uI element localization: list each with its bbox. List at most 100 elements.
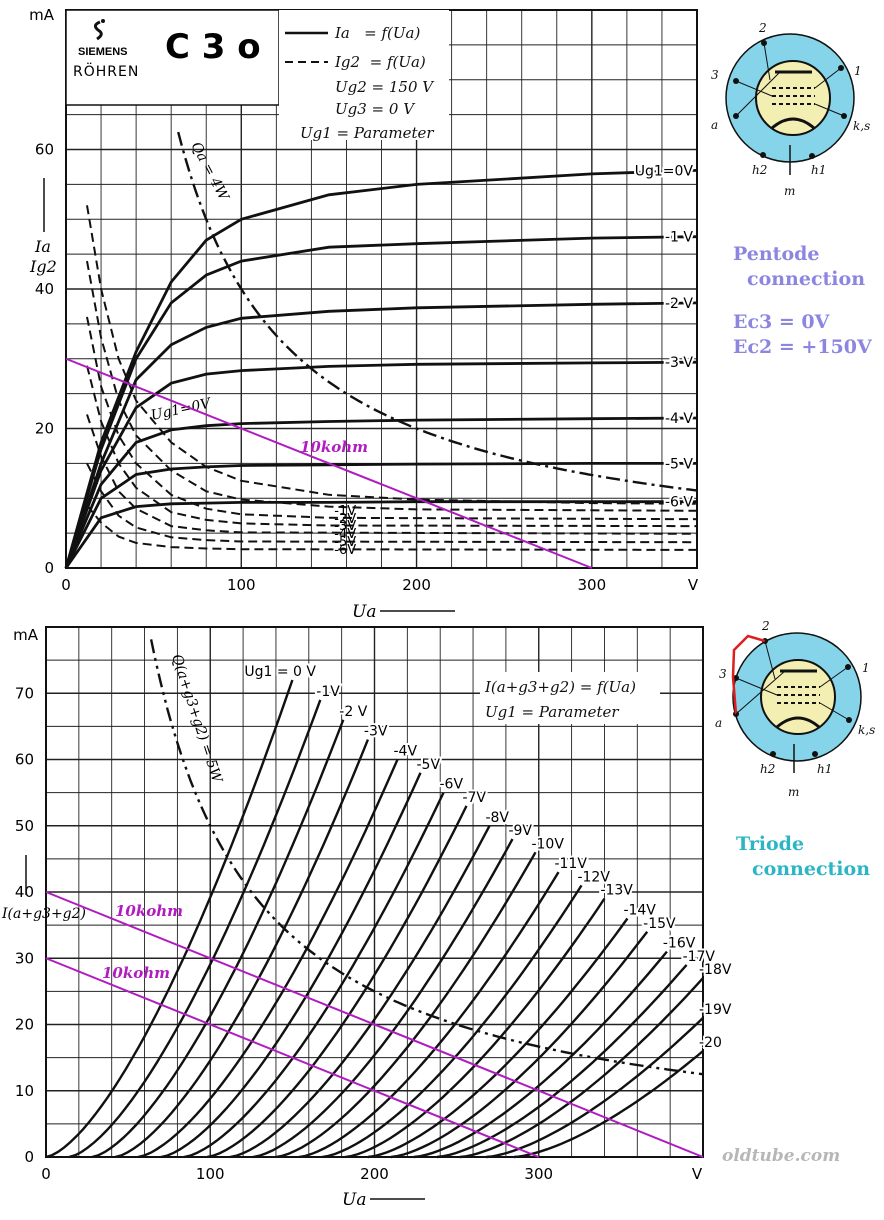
load-line-label: 10kohm [102, 964, 170, 982]
screen-curve-label: -6V [334, 543, 356, 558]
screen-current-curve [86, 260, 698, 512]
triode-curve-label: -14V [623, 903, 656, 919]
triode-curve-label: -10V [531, 836, 564, 852]
y-tick-label: 60 [35, 141, 54, 159]
triode-curve-label: -1V [316, 684, 340, 700]
triode-curve [321, 884, 583, 1159]
x-tick-label: 100 [227, 576, 256, 594]
triode-curve [183, 792, 445, 1159]
anode-curve-label: Ug1=0V [635, 163, 694, 179]
triode-curve [275, 851, 537, 1159]
triode-pin-2-label: 2 [761, 619, 770, 633]
pin-ks-label: k,s [853, 119, 870, 133]
triode-curve [45, 679, 294, 1159]
triode-curve-label: -15V [643, 916, 676, 932]
triode-curve-label: -2 V [339, 704, 367, 720]
triode-curve-label: -11V [554, 856, 587, 872]
load-line-label: 10kohm [115, 902, 183, 920]
dissipation-curve [177, 131, 698, 492]
triode-legend-line-2: Ug1 = Parameter [485, 703, 619, 721]
triode-curve-label: Ug1 = 0 V [244, 664, 316, 680]
x-tick-label: 300 [524, 1165, 553, 1183]
x-tick-label: 200 [360, 1165, 389, 1183]
load-line [45, 891, 704, 1158]
anode-curve-label: -5 V [665, 456, 693, 472]
anode-current-curve [64, 169, 698, 569]
anode-current-curve [64, 462, 697, 569]
triode-curve-label: -7V [462, 790, 486, 806]
triode-curve-label: -6V [439, 777, 463, 793]
x-tick-label: 100 [196, 1165, 225, 1183]
y-tick-label: 70 [15, 684, 34, 702]
anode-current-curve [64, 416, 698, 569]
load-line-label: 10kohm [300, 438, 368, 456]
triode-title-2: connection [752, 858, 871, 880]
pin-h1-label: h1 [811, 163, 826, 177]
anode-current-curve [64, 500, 697, 569]
screen-curve-label: -3V [334, 519, 356, 534]
triode-pin-h2-label: h2 [760, 762, 775, 776]
load-line [45, 957, 540, 1158]
anode-current-curve [64, 360, 698, 569]
y-tick-label: 50 [15, 817, 34, 835]
legend-line-4: Ug3 = 0 V [335, 100, 416, 118]
legend-line-2: Ig2 = f(Ua) [334, 53, 426, 71]
y-tick-label: 20 [15, 1016, 34, 1034]
triode-curve-label: -12V [577, 869, 610, 885]
triode-legend-line-1: I(a+g3+g2) = f(Ua) [484, 678, 636, 696]
screen-current-curve [86, 316, 698, 521]
screen-curve-label: -2V [334, 512, 356, 527]
triode-curve [160, 772, 422, 1159]
pin-3-label: 3 [711, 68, 719, 82]
y-tick-label: 40 [15, 883, 34, 901]
legend-line-1: Ia = f(Ua) [334, 24, 420, 42]
screen-current-curve [86, 414, 698, 535]
load-line [65, 357, 593, 569]
triode-pin-3-label: 3 [719, 667, 727, 681]
screen-curve-label: -4V [334, 527, 356, 542]
screen-curve-label: -5V [334, 535, 356, 550]
anode-curve-label: -2 V [665, 296, 693, 312]
siemens-logo-icon [93, 19, 105, 41]
triode-curve [486, 1017, 704, 1159]
triode-curve [206, 805, 468, 1159]
pentode-condition-2: Ec2 = +150V [733, 336, 872, 358]
y-axis-label: Ig2 [29, 257, 57, 276]
tube-type-title: C 3 o [165, 27, 261, 67]
pentode-note: Pentode connection Ec3 = 0V Ec2 = +150V [733, 242, 872, 360]
pentode-condition-1: Ec3 = 0V [733, 311, 830, 333]
screen-curve-label: -1V [334, 504, 356, 519]
triode-curve-label: -20 [699, 1035, 722, 1051]
screen-curve-label: Ug1=0V [150, 395, 214, 424]
pin-h2-label: h2 [752, 163, 767, 177]
triode-pin-a-label: a [715, 716, 722, 730]
triode-curve-label: -4V [393, 744, 417, 760]
x-unit-label: V [692, 1165, 703, 1183]
triode-curve-label: -16V [663, 936, 696, 952]
y-tick-label: 60 [15, 751, 34, 769]
triode-curve [91, 719, 345, 1159]
brand-line-1: SIEMENS [78, 46, 128, 58]
triode-curve-label: -17V [683, 949, 716, 965]
triode-curve [114, 739, 370, 1159]
triode-curve [436, 964, 688, 1159]
anode-current-curve [64, 235, 698, 569]
triode-curve-label: -8V [485, 810, 509, 826]
y-tick-label: 30 [15, 949, 34, 967]
triode-curve [298, 871, 560, 1159]
triode-curve [413, 950, 668, 1159]
triode-curve [137, 759, 399, 1159]
pentode-legend: Ia = f(Ua) Ig2 = f(Ua) Ug2 = 150 V Ug3 =… [279, 10, 449, 142]
legend-line-5: Ug1 = Parameter [300, 124, 434, 142]
x-axis-label: Ua [352, 602, 376, 622]
anode-curve-label: -6 V [665, 495, 693, 511]
triode-pin-ks-label: k,s [858, 723, 875, 737]
triode-curve-label: -5V [416, 757, 440, 773]
dissipation-curve [149, 639, 704, 1076]
x-axis-label: Ua [342, 1190, 366, 1210]
triode-curve-label: -18V [699, 962, 732, 978]
anode-curve-label: -3 V [665, 355, 693, 371]
triode-curve [229, 825, 491, 1159]
triode-pinout-diagram: 2 3 1 a k,s h2 h1 m [715, 619, 875, 799]
